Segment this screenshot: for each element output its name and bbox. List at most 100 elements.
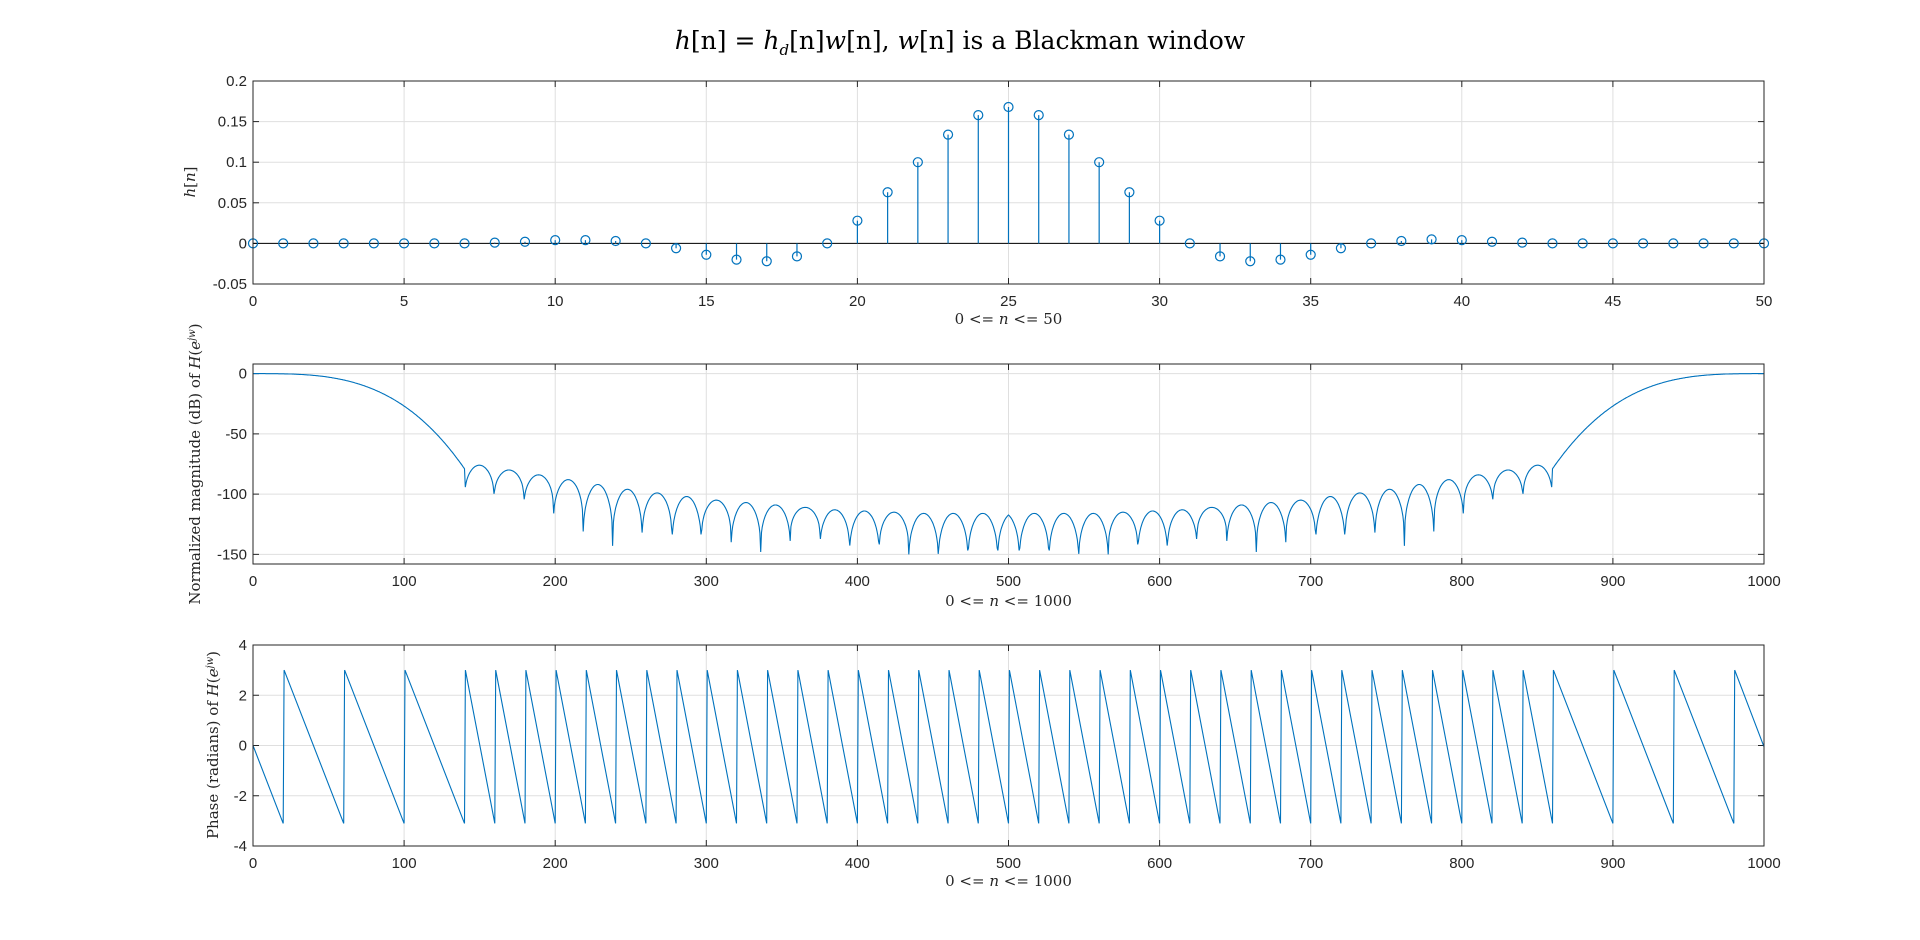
x-tick-label: 10 [547,293,564,310]
x-axis-label: 0 <= n <= 1000 [945,872,1072,890]
x-tick-label: 100 [392,855,417,872]
magnitude-response-axes: 0 100 200 300 400 500 600 700 800 900 1000 -150 -100… [186,323,1781,610]
figure-title: h[n] = hd[n]w[n], w[n] is a Blackman win… [0,26,1920,59]
stem-marker [1638,238,1649,249]
y-tick-label: 0.2 [226,73,247,90]
stem-marker [459,238,470,249]
x-tick-label: 700 [1298,855,1323,872]
stem-marker [882,187,893,198]
stem-marker [1063,129,1075,140]
x-tick-label: 900 [1600,855,1625,872]
title-part: [n] = [690,26,764,55]
stem-marker [1728,238,1739,249]
stem-marker [822,238,833,249]
x-axis-label-part: <= 1000 [999,592,1072,610]
title-part: [n] [789,26,825,55]
x-axis-label: 0 <= n <= 50 [955,310,1063,328]
y-axis-label: h[n] [181,166,199,197]
stem-marker [278,238,289,249]
title-part: [n] is a Blackman window [919,26,1246,55]
stem-marker [1154,215,1165,226]
stem-marker [1003,101,1014,113]
x-tick-label: 400 [845,855,870,872]
y-axis-label-part: ] [181,166,199,172]
x-tick-label: 200 [543,855,568,872]
stem-marker [1668,238,1679,249]
stem-marker [912,157,923,168]
stem-marker [580,235,591,246]
x-tick-label: 600 [1147,855,1172,872]
x-axis-label-part: 0 <= [945,872,989,890]
y-tick-label: 4 [239,637,247,654]
y-axis-label-part: jw [187,329,198,343]
y-axis-label-part: h [181,188,199,198]
y-tick-label: 2 [239,687,247,704]
stem-marker [1366,238,1377,249]
x-tick-label: 700 [1298,573,1323,590]
stem-marker [1245,256,1256,267]
x-axis-label-part: 0 <= [955,310,999,328]
stem-marker [1486,236,1498,247]
stem-marker [1517,237,1528,248]
x-tick-label: 5 [400,293,408,310]
stem-marker [550,235,561,246]
x-tick-label: 900 [1600,573,1625,590]
x-axis-label-part: n [989,872,999,890]
y-axis-label-part: H [186,355,204,370]
x-tick-label: 400 [845,573,870,590]
x-tick-label: 300 [694,573,719,590]
magnitude-series-line [253,373,1764,555]
y-tick-label: -2 [234,788,247,805]
y-tick-label: -100 [217,486,247,503]
y-axis-label-part: Phase (radians) of [204,696,222,839]
y-axis-label-part: ) [204,651,222,657]
x-tick-label: 35 [1302,293,1319,310]
x-tick-label: 100 [392,573,417,590]
stem-marker [973,110,984,121]
y-axis-label-part: ( [204,677,222,683]
stem-marker [1577,238,1588,249]
x-tick-label: 800 [1449,855,1474,872]
stem-marker [1305,249,1316,260]
axes-frame [252,80,1765,285]
y-axis-label: Normalized magnitude (dB) of H(ejw) [186,323,204,604]
title-part: w [897,26,919,55]
stem-marker [640,238,651,249]
stem-marker [368,238,379,249]
title-part: d [779,41,790,59]
x-axis-label-part: 0 <= [945,592,989,610]
x-tick-label: 0 [249,293,257,310]
stem-marker [791,251,803,262]
stem-marker [1184,238,1195,249]
stem-marker [1124,187,1135,198]
y-tick-label: 0 [239,366,247,383]
y-tick-label: 0.1 [226,154,247,171]
y-axis-label: Phase (radians) of H(ejw) [204,651,222,839]
stem-marker [761,256,772,267]
x-axis-label-part: n [999,310,1009,328]
x-tick-label: 40 [1453,293,1470,310]
y-axis-label-part: H [204,682,222,697]
title-part: [n], [846,26,898,55]
x-tick-label: 300 [694,855,719,872]
x-tick-label: 800 [1449,573,1474,590]
y-tick-label: -0.05 [213,276,247,293]
y-axis-label-part: n [181,172,199,182]
stem-marker [429,238,440,249]
stem-marker [852,215,863,226]
stem-marker [308,238,319,249]
x-axis-label: 0 <= n <= 1000 [945,592,1072,610]
stem-marker [670,243,682,254]
title-part: w [824,26,847,55]
x-tick-label: 200 [543,573,568,590]
x-axis-label-part: <= 50 [1009,310,1063,328]
x-tick-label: 600 [1147,573,1172,590]
title-part: h [674,26,691,55]
stem-marker [519,236,531,247]
x-axis-label-part: n [989,592,999,610]
stem-marker [1275,254,1286,265]
stem-marker [942,129,954,140]
stem-marker [1094,157,1105,168]
